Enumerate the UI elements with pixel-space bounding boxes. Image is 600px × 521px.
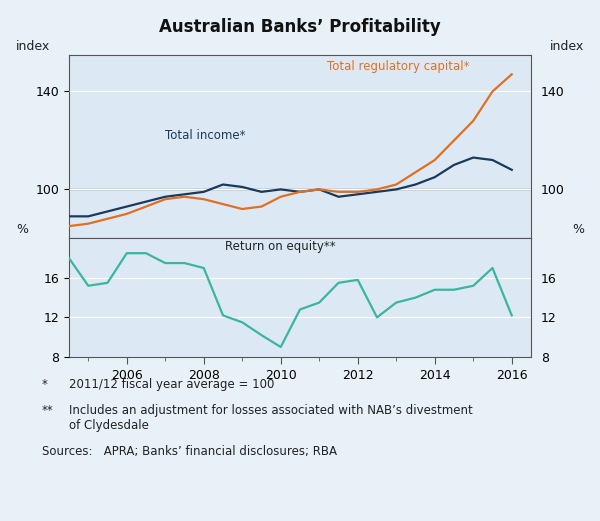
Text: %: % [16, 223, 28, 236]
Text: Total income*: Total income* [165, 129, 246, 142]
Text: Return on equity**: Return on equity** [226, 240, 336, 253]
Text: Total regulatory capital*: Total regulatory capital* [327, 60, 469, 73]
Text: *: * [42, 378, 48, 391]
Text: Australian Banks’ Profitability: Australian Banks’ Profitability [159, 18, 441, 36]
Text: Sources:   APRA; Banks’ financial disclosures; RBA: Sources: APRA; Banks’ financial disclosu… [42, 445, 337, 458]
Text: Includes an adjustment for losses associated with NAB’s divestment
of Clydesdale: Includes an adjustment for losses associ… [69, 404, 473, 432]
Text: 2011/12 fiscal year average = 100: 2011/12 fiscal year average = 100 [69, 378, 274, 391]
Text: **: ** [42, 404, 54, 417]
Text: %: % [572, 223, 584, 236]
Text: index: index [16, 40, 50, 53]
Text: index: index [550, 40, 584, 53]
